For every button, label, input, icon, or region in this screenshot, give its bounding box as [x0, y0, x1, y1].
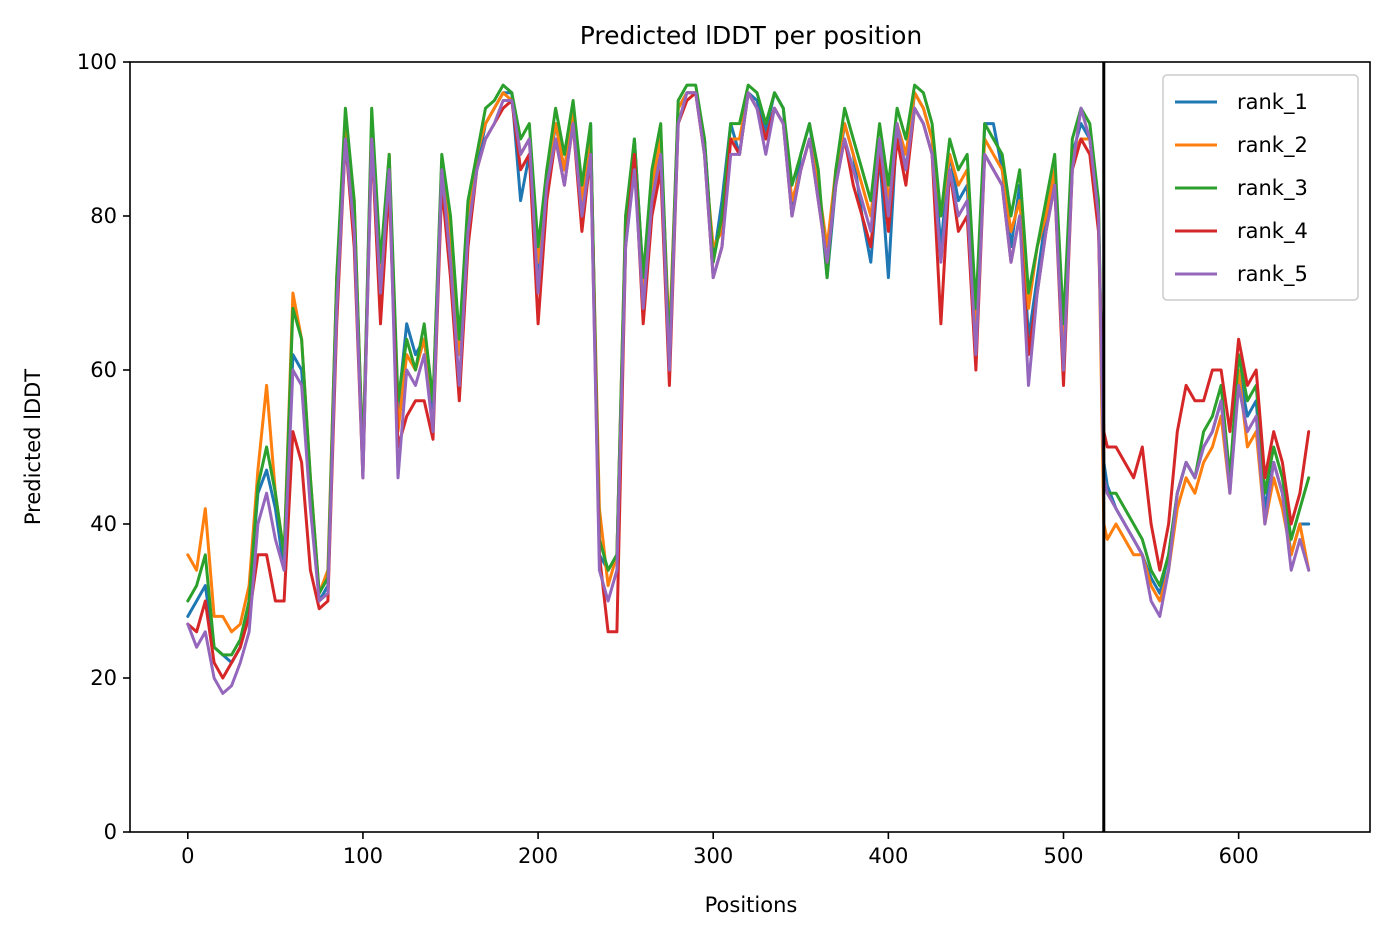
series-group	[186, 83, 1311, 695]
x-tick-label: 600	[1219, 844, 1259, 868]
legend-label-rank_3: rank_3	[1237, 176, 1308, 201]
series-line-rank_3	[186, 83, 1311, 657]
y-axis-ticks: 0 20 40 60 80 100	[77, 50, 130, 844]
x-tick-label: 500	[1043, 844, 1083, 868]
x-tick-label: 100	[343, 844, 383, 868]
y-tick-label: 80	[90, 204, 117, 228]
x-axis-label: Positions	[705, 893, 798, 917]
series-line-rank_5	[186, 91, 1311, 695]
legend-label-rank_1: rank_1	[1237, 90, 1308, 115]
y-axis-label: Predicted lDDT	[21, 369, 45, 525]
chart-title: Predicted lDDT per position	[580, 21, 922, 50]
y-tick-label: 0	[104, 820, 117, 844]
legend-label-rank_4: rank_4	[1237, 219, 1308, 244]
x-tick-label: 300	[693, 844, 733, 868]
x-axis-ticks: 0 100 200 300 400 500 600	[181, 832, 1259, 868]
legend-box	[1162, 74, 1359, 301]
y-tick-label: 40	[90, 512, 117, 536]
y-tick-label: 60	[90, 358, 117, 382]
legend: rank_1 rank_2 rank_3 rank_4 rank_5	[1162, 74, 1359, 301]
legend-label-rank_5: rank_5	[1237, 262, 1308, 287]
x-tick-label: 200	[518, 844, 558, 868]
y-tick-label: 100	[77, 50, 117, 74]
x-tick-label: 400	[868, 844, 908, 868]
y-tick-label: 20	[90, 666, 117, 690]
axes-frame	[129, 61, 1371, 833]
legend-label-rank_2: rank_2	[1237, 133, 1308, 158]
x-tick-label: 0	[181, 844, 194, 868]
